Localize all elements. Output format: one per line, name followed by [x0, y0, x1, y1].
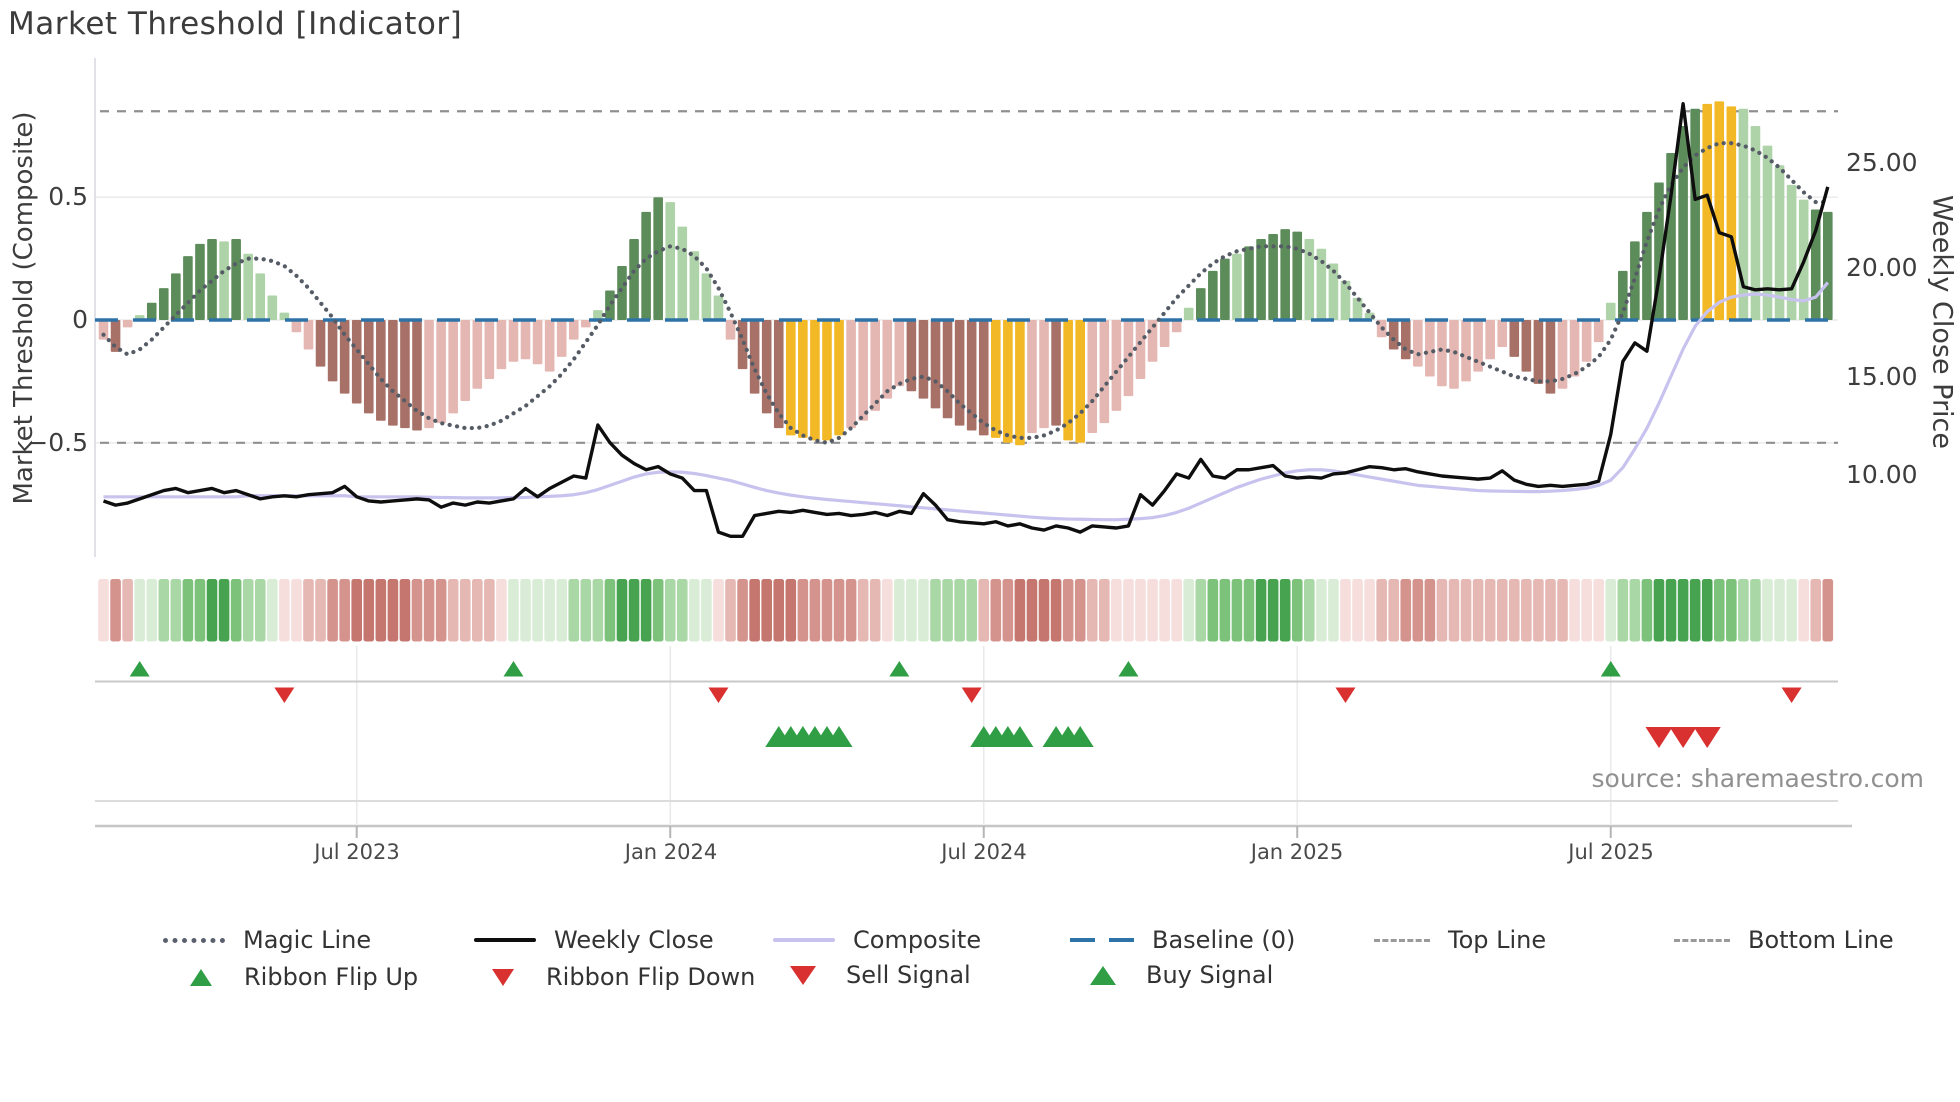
- y-tick-right: 10.00: [1846, 460, 1918, 489]
- legend-label: Buy Signal: [1146, 961, 1274, 989]
- sell-signal-triangle-icon: [790, 965, 816, 985]
- weekly-close-swatch-icon: [474, 938, 536, 942]
- legend-item-ribbon-flip-down: Ribbon Flip Down: [492, 962, 755, 992]
- legend-label: Ribbon Flip Up: [244, 963, 419, 991]
- legend-label: Sell Signal: [846, 961, 971, 989]
- legend-label: Ribbon Flip Down: [546, 963, 756, 991]
- legend-label: Weekly Close: [554, 926, 714, 954]
- y-tick-left: 0: [72, 305, 88, 334]
- y-tick-left: −0.5: [27, 428, 88, 457]
- bottom-line-swatch-icon: [1674, 938, 1730, 942]
- y-tick-left: 0.5: [48, 182, 88, 211]
- top-line-swatch-icon: [1374, 938, 1430, 942]
- composite-swatch-icon: [773, 938, 835, 942]
- page-title: Market Threshold [Indicator]: [8, 6, 463, 42]
- legend-item-composite: Composite: [773, 925, 981, 955]
- legend-label: Composite: [853, 926, 982, 954]
- legend-item-buy-signal: Buy Signal: [1090, 960, 1273, 990]
- baseline-swatch-icon: [1070, 938, 1134, 942]
- legend-label: Top Line: [1448, 926, 1547, 954]
- y-tick-right: 25.00: [1846, 148, 1918, 177]
- legend-label: Magic Line: [243, 926, 372, 954]
- legend-item-baseline: Baseline (0): [1070, 925, 1295, 955]
- source-credit: source: sharemaestro.com: [1591, 764, 1925, 793]
- legend-item-ribbon-flip-up: Ribbon Flip Up: [190, 962, 418, 992]
- flip-up-triangle-icon: [190, 968, 212, 986]
- legend-item-magic-line: Magic Line: [163, 925, 371, 955]
- x-tick-date: Jul 2025: [1568, 840, 1654, 864]
- y-tick-right: 20.00: [1846, 253, 1918, 282]
- x-tick-date: Jul 2023: [314, 840, 400, 864]
- x-tick-date: Jan 2024: [624, 840, 718, 864]
- buy-signal-triangle-icon: [1090, 965, 1116, 985]
- legend-item-bottom-line: Bottom Line: [1674, 925, 1894, 955]
- legend-item-weekly-close: Weekly Close: [474, 925, 714, 955]
- legend-item-sell-signal: Sell Signal: [790, 960, 971, 990]
- legend-item-top-line: Top Line: [1374, 925, 1546, 955]
- legend-label: Bottom Line: [1748, 926, 1894, 954]
- x-tick-date: Jul 2024: [941, 840, 1027, 864]
- flip-down-triangle-icon: [492, 968, 514, 986]
- legend-label: Baseline (0): [1152, 926, 1296, 954]
- magic-line-swatch-icon: [163, 937, 225, 943]
- y-tick-right: 15.00: [1846, 362, 1918, 391]
- x-tick-date: Jan 2025: [1250, 840, 1344, 864]
- y-axis-label-price: Weekly Close Price: [1926, 194, 1958, 450]
